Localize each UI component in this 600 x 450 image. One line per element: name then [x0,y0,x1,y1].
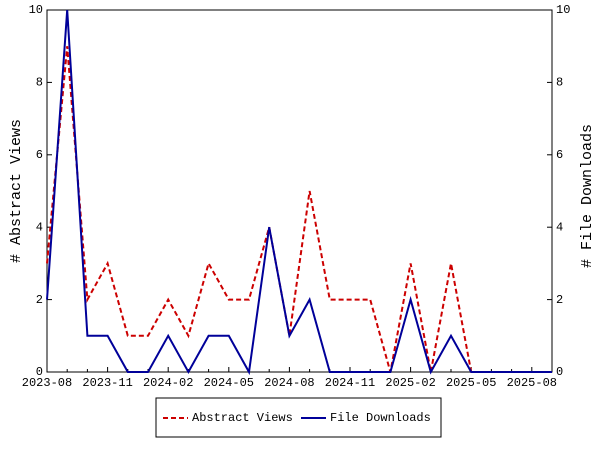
data-line [46,9,552,376]
plot-frame [46,9,553,373]
y2-tick-label: 8 [556,76,563,90]
x-tick-label: 2024-02 [143,376,193,390]
y2-tick-label: 4 [556,220,563,234]
legend-label: File Downloads [330,411,431,425]
y2-tick-label: 6 [556,148,563,162]
x-tick-label: 2023-08 [22,376,72,390]
y2-tick-label: 10 [556,3,570,17]
y-axis-title: # Abstract Views [8,119,25,263]
y-tick-label: 4 [36,220,43,234]
x-tick-label: 2024-08 [264,376,314,390]
y-tick-label: 2 [36,293,43,307]
y-tick-label: 10 [29,3,43,17]
data-line [46,46,552,373]
x-tick-label: 2025-05 [446,376,496,390]
legend-box [155,397,442,438]
x-tick-label: 2024-05 [204,376,254,390]
y2-axis-title: # File Downloads [579,124,596,268]
x-tick-label: 2025-08 [507,376,557,390]
x-tick-label: 2025-02 [385,376,435,390]
y2-tick-label: 2 [556,293,563,307]
y2-tick-label: 0 [556,365,563,379]
y-tick-label: 0 [36,365,43,379]
y-tick-label: 8 [36,76,43,90]
legend-label: Abstract Views [192,411,293,425]
y-tick-label: 6 [36,148,43,162]
x-tick-label: 2023-11 [82,376,132,390]
x-tick-label: 2024-11 [325,376,375,390]
